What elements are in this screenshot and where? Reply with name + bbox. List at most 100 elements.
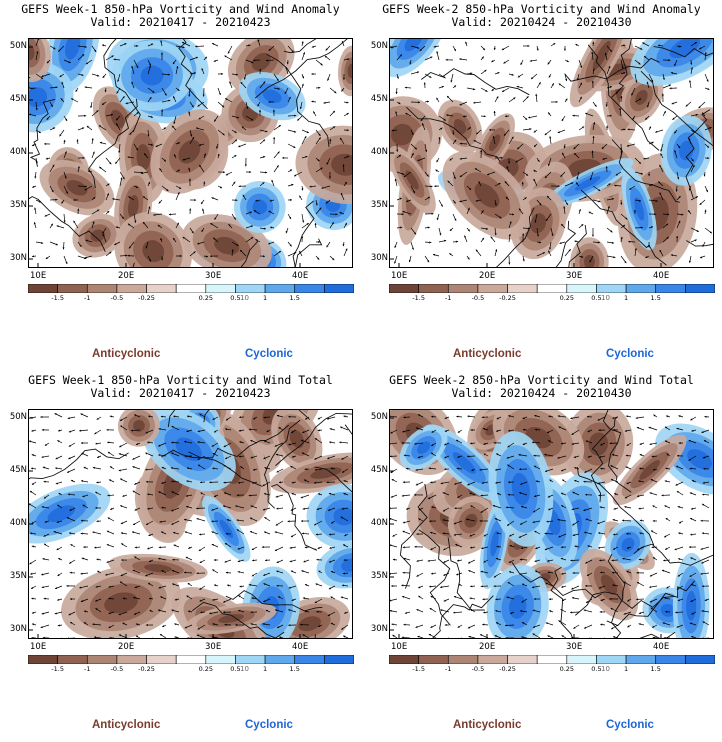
latitude-label: 45N <box>9 94 27 104</box>
longitude-label: 40E <box>653 642 670 652</box>
colorbar <box>28 284 354 293</box>
colorbar-swatch <box>57 284 88 293</box>
latitude-label: 30N <box>9 624 27 634</box>
longitude-label: 30E <box>205 271 222 281</box>
colorbar-label: 0.25 <box>559 294 575 302</box>
colorbar-swatch <box>596 284 627 293</box>
cyclonic-label: Cyclonic <box>606 348 654 360</box>
latitude-label: 45N <box>370 94 388 104</box>
vorticity-map <box>28 38 353 268</box>
anticyclonic-label: Anticyclonic <box>453 719 522 731</box>
longitude-label: 40E <box>292 642 309 652</box>
colorbar-swatch <box>447 284 479 293</box>
panel-valid-range: Valid: 20210417 - 20210423 <box>90 386 271 400</box>
panel-title: GEFS Week-2 850-hPa Vorticity and Wind A… <box>382 2 701 16</box>
colorbar-swatch <box>625 284 657 293</box>
colorbar-swatch <box>685 655 715 664</box>
colorbar-swatch <box>389 284 419 293</box>
colorbar-label: -0.5 <box>471 665 485 673</box>
panel-title: GEFS Week-1 850-hPa Vorticity and Wind A… <box>21 2 340 16</box>
longitude-label: 30E <box>566 642 583 652</box>
colorbar <box>389 284 715 293</box>
colorbar-swatch <box>175 284 207 293</box>
colorbar-swatch <box>507 655 538 664</box>
colorbar-label: -1 <box>84 665 91 673</box>
colorbar-swatch <box>146 655 177 664</box>
colorbar-label: 0.5 <box>591 665 602 673</box>
colorbar-label: -0.25 <box>499 665 516 673</box>
latitude-label: 50N <box>9 41 27 51</box>
cyclonic-label: Cyclonic <box>606 719 654 731</box>
colorbar-swatch <box>205 284 236 293</box>
colorbar-swatch <box>477 284 508 293</box>
longitude-label: 20E <box>479 642 496 652</box>
colorbar <box>389 655 715 664</box>
vorticity-map <box>389 38 714 268</box>
map-panel-3: GEFS Week-1 850-hPa Vorticity and Wind T… <box>0 371 361 742</box>
colorbar-label: -0.5 <box>110 294 124 302</box>
colorbar-label: -1.5 <box>51 665 64 673</box>
colorbar-swatch <box>86 655 118 664</box>
panel-valid-range: Valid: 20210417 - 20210423 <box>90 15 271 29</box>
colorbar-label: -0.25 <box>499 294 516 302</box>
anticyclonic-label: Anticyclonic <box>92 719 161 731</box>
colorbar-label: 0.25 <box>559 665 575 673</box>
colorbar-label: -0.25 <box>138 665 155 673</box>
colorbar-swatch <box>566 655 597 664</box>
colorbar-label: -0.5 <box>471 294 485 302</box>
latitude-label: 45N <box>370 465 388 475</box>
anticyclonic-label: Anticyclonic <box>453 348 522 360</box>
colorbar-swatch <box>28 284 58 293</box>
panel-title: GEFS Week-2 850-hPa Vorticity and Wind T… <box>389 373 694 387</box>
colorbar-label: 1 <box>624 665 629 673</box>
latitude-label: 30N <box>370 253 388 263</box>
colorbar-label: 1 <box>263 294 268 302</box>
colorbar-swatch <box>28 655 58 664</box>
longitude-label: 20E <box>479 271 496 281</box>
colorbar-swatch <box>324 284 354 293</box>
map-panel-2: GEFS Week-2 850-hPa Vorticity and Wind A… <box>361 0 722 371</box>
latitude-label: 40N <box>9 518 27 528</box>
latitude-label: 35N <box>9 571 27 581</box>
panel-valid-range: Valid: 20210424 - 20210430 <box>451 386 632 400</box>
colorbar-label: 1 <box>624 294 629 302</box>
colorbar-label: -1.5 <box>412 665 425 673</box>
longitude-label: 10E <box>391 642 408 652</box>
colorbar-swatch <box>264 284 296 293</box>
colorbar-swatch <box>625 655 657 664</box>
colorbar-swatch <box>536 284 568 293</box>
colorbar-swatch <box>264 655 296 664</box>
colorbar-swatch <box>418 655 449 664</box>
colorbar-swatch <box>86 284 118 293</box>
map-panel-1: GEFS Week-1 850-hPa Vorticity and Wind A… <box>0 0 361 371</box>
colorbar-swatch <box>116 655 147 664</box>
colorbar-unit: 10 <box>240 665 249 673</box>
colorbar-label: -1 <box>84 294 91 302</box>
colorbar-label: -1 <box>445 294 452 302</box>
colorbar-swatch <box>418 284 449 293</box>
colorbar-label: -0.25 <box>138 294 155 302</box>
colorbar-swatch <box>389 655 419 664</box>
longitude-label: 10E <box>391 271 408 281</box>
latitude-label: 35N <box>9 200 27 210</box>
colorbar-label: -0.5 <box>110 665 124 673</box>
latitude-label: 40N <box>370 518 388 528</box>
colorbar-swatch <box>536 655 568 664</box>
colorbar-unit: 10 <box>240 294 249 302</box>
map-panel-4: GEFS Week-2 850-hPa Vorticity and Wind T… <box>361 371 722 742</box>
colorbar-swatch <box>477 655 508 664</box>
longitude-label: 20E <box>118 271 135 281</box>
colorbar-swatch <box>655 284 686 293</box>
latitude-label: 40N <box>370 147 388 157</box>
colorbar-label: 1.5 <box>650 294 661 302</box>
colorbar-unit: 10 <box>601 294 610 302</box>
colorbar-swatch <box>235 284 266 293</box>
colorbar-unit: 10 <box>601 665 610 673</box>
colorbar-label: 0.25 <box>198 665 214 673</box>
colorbar-label: 0.5 <box>230 665 241 673</box>
colorbar-label: -1.5 <box>412 294 425 302</box>
colorbar-swatch <box>235 655 266 664</box>
latitude-label: 50N <box>9 412 27 422</box>
colorbar-swatch <box>447 655 479 664</box>
latitude-label: 50N <box>370 412 388 422</box>
